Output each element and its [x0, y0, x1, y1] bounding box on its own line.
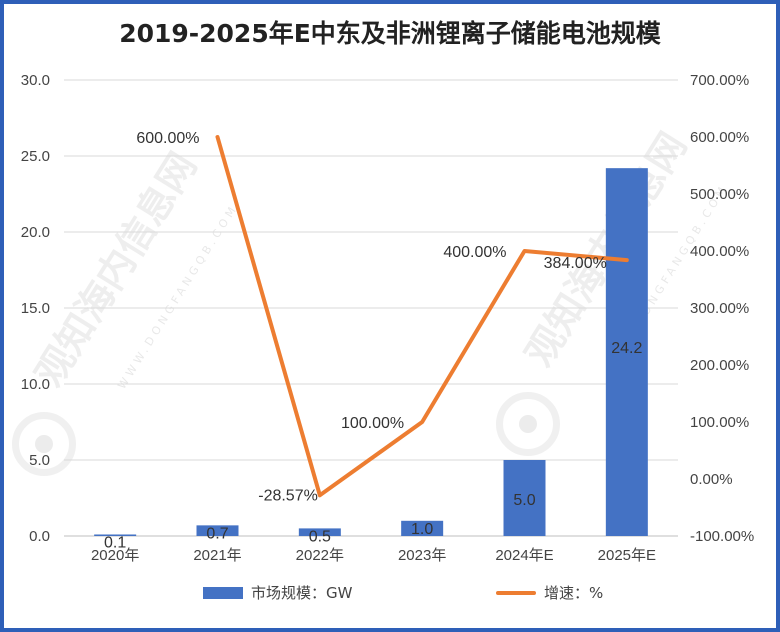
y-left-tick-label: 25.0	[21, 148, 50, 165]
y-left-tick-label: 30.0	[21, 72, 50, 89]
bar	[401, 520, 444, 536]
y-right-tick-label: 700.00%	[690, 72, 749, 89]
y-left-tick-label: 5.0	[29, 452, 50, 469]
bar-value-label: 0.7	[206, 525, 228, 542]
growth-line	[215, 135, 629, 498]
growth-value-label: 400.00%	[443, 244, 506, 261]
y-left-tick-label: 10.0	[21, 376, 50, 393]
bar-value-label: 5.0	[513, 492, 535, 509]
x-tick-label: 2024年E	[495, 547, 553, 564]
x-tick-label: 2025年E	[598, 547, 656, 564]
bar-series	[94, 168, 648, 536]
data-labels: 0.1 0.7 0.5 1.0 5.0 24.2 600.00% -28.57% 100.00%…	[104, 130, 642, 551]
legend-bar-label: 市场规模：GW	[251, 584, 353, 602]
x-tick-label: 2020年	[91, 547, 139, 564]
growth-value-label: -28.57%	[258, 487, 318, 504]
chart-title: 2019-2025年E中东及非洲锂离子储能电池规模	[119, 19, 661, 48]
growth-value-label: 100.00%	[341, 415, 404, 432]
y-left-tick-label: 15.0	[21, 300, 50, 317]
y-right-tick-label: 500.00%	[690, 186, 749, 203]
growth-value-label: 384.00%	[544, 255, 607, 272]
legend-line-label: 增速：%	[544, 584, 604, 602]
x-tick-label: 2021年	[193, 547, 241, 564]
legend: 市场规模：GW 增速：%	[0, 582, 780, 606]
bar-value-label: 0.1	[104, 534, 126, 551]
axis-ticks: 0.0 5.0 10.0 15.0 20.0 25.0 30.0 -100.00% 0.00% 1…	[21, 72, 754, 564]
bar	[605, 168, 648, 536]
line-series	[215, 135, 629, 498]
legend-item-bar: 市场规模：GW	[203, 582, 352, 603]
y-right-tick-label: 100.00%	[690, 414, 749, 431]
bar-value-label: 24.2	[611, 340, 642, 357]
y-right-tick-label: -100.00%	[690, 528, 754, 545]
y-left-tick-label: 0.0	[29, 528, 50, 545]
y-right-tick-label: 400.00%	[690, 243, 749, 260]
bar	[503, 460, 546, 536]
bar-value-label: 1.0	[411, 521, 433, 538]
growth-value-label: 600.00%	[136, 130, 199, 147]
bar	[196, 525, 239, 536]
y-right-tick-label: 200.00%	[690, 357, 749, 374]
y-right-tick-label: 300.00%	[690, 300, 749, 317]
x-tick-label: 2022年	[296, 547, 344, 564]
watermark-logo-left	[12, 412, 76, 476]
watermark-logo-right	[496, 392, 560, 456]
x-tick-label: 2023年	[398, 547, 446, 564]
legend-item-line: 增速：%	[496, 582, 603, 603]
legend-line-swatch	[496, 590, 536, 595]
bar	[298, 528, 341, 536]
y-right-tick-label: 600.00%	[690, 129, 749, 146]
y-right-tick-label: 0.00%	[690, 471, 733, 488]
bar-value-label: 0.5	[309, 528, 331, 545]
y-left-tick-label: 20.0	[21, 224, 50, 241]
legend-bar-swatch	[203, 586, 243, 599]
bar	[94, 534, 137, 536]
gridlines	[64, 79, 678, 537]
